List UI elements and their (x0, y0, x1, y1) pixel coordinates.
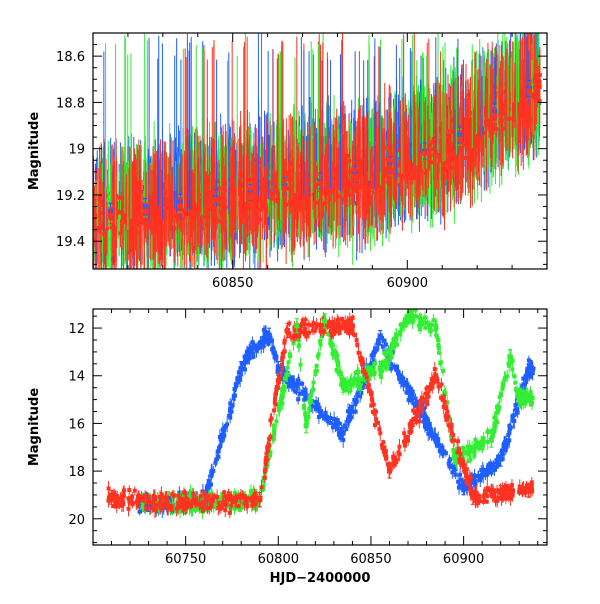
plot-area (106, 303, 535, 519)
x-tick-label: 60900 (387, 276, 428, 291)
x-tick-label: 60900 (443, 552, 484, 567)
plot-area (91, 16, 541, 298)
y-tick-label: 19.4 (56, 235, 85, 250)
y-tick-label: 19.2 (56, 189, 85, 204)
y-tick-label: 18.6 (56, 50, 85, 65)
y-tick-label: 18 (68, 465, 85, 480)
y-axis-label: Magnitude (27, 388, 42, 467)
y-tick-label: 14 (68, 370, 85, 385)
y-tick-label: 16 (68, 417, 85, 432)
x-tick-label: 60850 (350, 552, 391, 567)
y-tick-label: 19 (68, 143, 85, 158)
x-tick-label: 60750 (165, 552, 206, 567)
y-tick-label: 12 (68, 322, 85, 337)
bottom-panel: 60750 60800 60850 60900 12 14 16 18 20 Magnitude H… (27, 303, 547, 586)
y-tick-label: 18.8 (56, 96, 85, 111)
y-tick-label: 20 (68, 513, 85, 528)
x-tick-label: 60800 (258, 552, 299, 567)
x-tick-label: 60850 (212, 276, 253, 291)
y-axis-label: Magnitude (27, 112, 42, 191)
x-axis-label: HJD−2400000 (270, 571, 371, 586)
top-panel: 60850 60900 18.6 18.8 19 19.2 19.4 Magnitude (27, 16, 547, 298)
